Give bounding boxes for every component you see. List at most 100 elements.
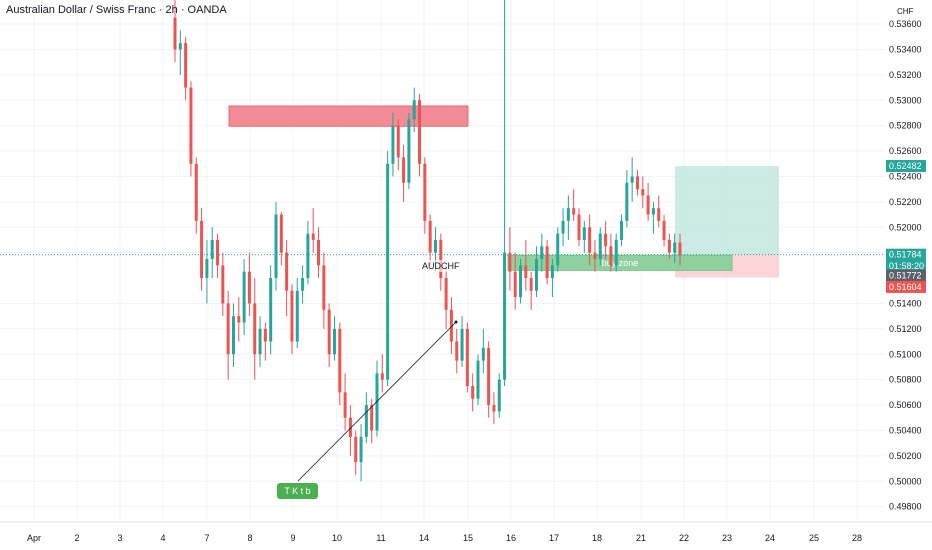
price-tick-label: 0.50200: [889, 451, 922, 461]
time-tick-label: 28: [852, 533, 862, 543]
time-tick-label: 14: [419, 533, 429, 543]
candle-body: [205, 259, 209, 279]
candle-body: [306, 233, 310, 279]
time-axis[interactable]: Apr 2 3 4 7 8 9 10 11 14 15 16 17 18 21 22 23 24 25 28: [0, 521, 932, 550]
price-tick-label: 0.53400: [889, 44, 922, 54]
price-tick-label: 0.51400: [889, 298, 922, 308]
candle-body: [253, 303, 257, 355]
candle-body: [471, 386, 475, 399]
candle-body: [625, 182, 629, 221]
candle-body: [449, 309, 453, 342]
candle-body: [210, 239, 214, 259]
candle-body: [503, 252, 507, 380]
price-tag: [886, 160, 926, 173]
candle-body: [200, 220, 204, 279]
candle-body: [604, 233, 608, 247]
candle-body: [444, 278, 448, 310]
candle-body: [247, 271, 251, 304]
candle-body: [540, 246, 544, 259]
take-profit-zone: [675, 166, 779, 255]
candle-body: [391, 125, 395, 164]
price-tag-label: 01:58:20: [889, 261, 924, 271]
candle-body: [370, 405, 374, 431]
price-tick-label: 0.52200: [889, 197, 922, 207]
candle-body: [407, 119, 411, 183]
candle-body: [673, 242, 677, 253]
candle-body: [279, 214, 283, 253]
candle-body: [269, 278, 273, 342]
candle-body: [534, 259, 538, 291]
price-tag: [886, 269, 926, 282]
time-tick-label: 15: [463, 533, 473, 543]
supply-zone: [228, 105, 469, 127]
candle-body: [481, 347, 485, 361]
price-tag: [886, 280, 926, 293]
price-tick-label: 0.50400: [889, 425, 922, 435]
author-label-bg: [277, 483, 318, 499]
candle-body: [630, 176, 634, 183]
candle-body: [301, 278, 305, 291]
candle-body: [497, 379, 501, 412]
time-tick-label: 18: [592, 533, 602, 543]
price-tag-label: 0.51604: [889, 282, 922, 292]
candle-body: [460, 328, 464, 361]
price-tick-label: 0.51200: [889, 324, 922, 334]
candle-body: [657, 208, 661, 221]
candle-body: [189, 87, 193, 164]
symbol-label: AUDCHF: [422, 261, 460, 271]
candle-body: [380, 373, 384, 380]
time-tick-label: 22: [679, 533, 689, 543]
price-tick-label: 0.50800: [889, 375, 922, 385]
price-tag-label: 0.52482: [889, 161, 922, 171]
chart-zones: buy zone: [228, 105, 779, 278]
candle-body: [508, 252, 512, 272]
candle-body: [343, 392, 347, 418]
price-tick-label: 0.53000: [889, 95, 922, 105]
time-tick-label: 8: [247, 533, 252, 543]
candle-body: [354, 436, 358, 463]
chart-overlays: AUDCHF T K t b: [0, 254, 885, 499]
price-axis[interactable]: CHF 0.53600 0.53400 0.53200 0.53000 0.52800 0.…: [885, 0, 932, 550]
price-tick-label: 0.49800: [889, 502, 922, 512]
time-axis-bg: [0, 522, 932, 550]
time-tick-label: 21: [636, 533, 646, 543]
time-tick-label: 9: [290, 533, 295, 543]
candle-body: [226, 303, 230, 355]
buy-zone-label: buy zone: [602, 258, 639, 268]
candle-body: [173, 17, 177, 50]
candle-body: [524, 265, 528, 279]
candle-body: [566, 208, 570, 221]
chart-grid: [0, 0, 885, 522]
candle-body: [402, 157, 406, 183]
price-tick-label: 0.52400: [889, 171, 922, 181]
chart-title: Australian Dollar / Swiss Franc · 2h · O…: [6, 4, 227, 16]
candle-body: [455, 341, 459, 361]
candle-body: [178, 43, 182, 50]
price-tag-label: 0.51772: [889, 271, 922, 281]
price-tick-label: 0.51000: [889, 349, 922, 359]
candle-body: [662, 220, 666, 240]
price-tick-label: 0.52600: [889, 146, 922, 156]
candle-body: [439, 239, 443, 279]
candle-body: [237, 316, 241, 323]
candle-body: [598, 233, 602, 259]
candle-body: [582, 227, 586, 240]
time-tick-label: 10: [332, 533, 342, 543]
candle-body: [184, 43, 188, 88]
candle-body: [332, 328, 336, 355]
time-tick-label: 7: [204, 533, 209, 543]
candle-body: [572, 208, 576, 215]
candle-body: [327, 309, 331, 355]
candle-body: [364, 405, 368, 437]
price-tick-label: 0.50000: [889, 476, 922, 486]
candle-body: [646, 195, 650, 215]
time-tick-label: 4: [160, 533, 165, 543]
candle-body: [609, 246, 613, 266]
candle-body: [487, 347, 491, 406]
price-tick-label: 0.52000: [889, 222, 922, 232]
candle-body: [428, 220, 432, 253]
candle-body: [216, 239, 220, 266]
time-tick-label: Apr: [27, 533, 41, 543]
